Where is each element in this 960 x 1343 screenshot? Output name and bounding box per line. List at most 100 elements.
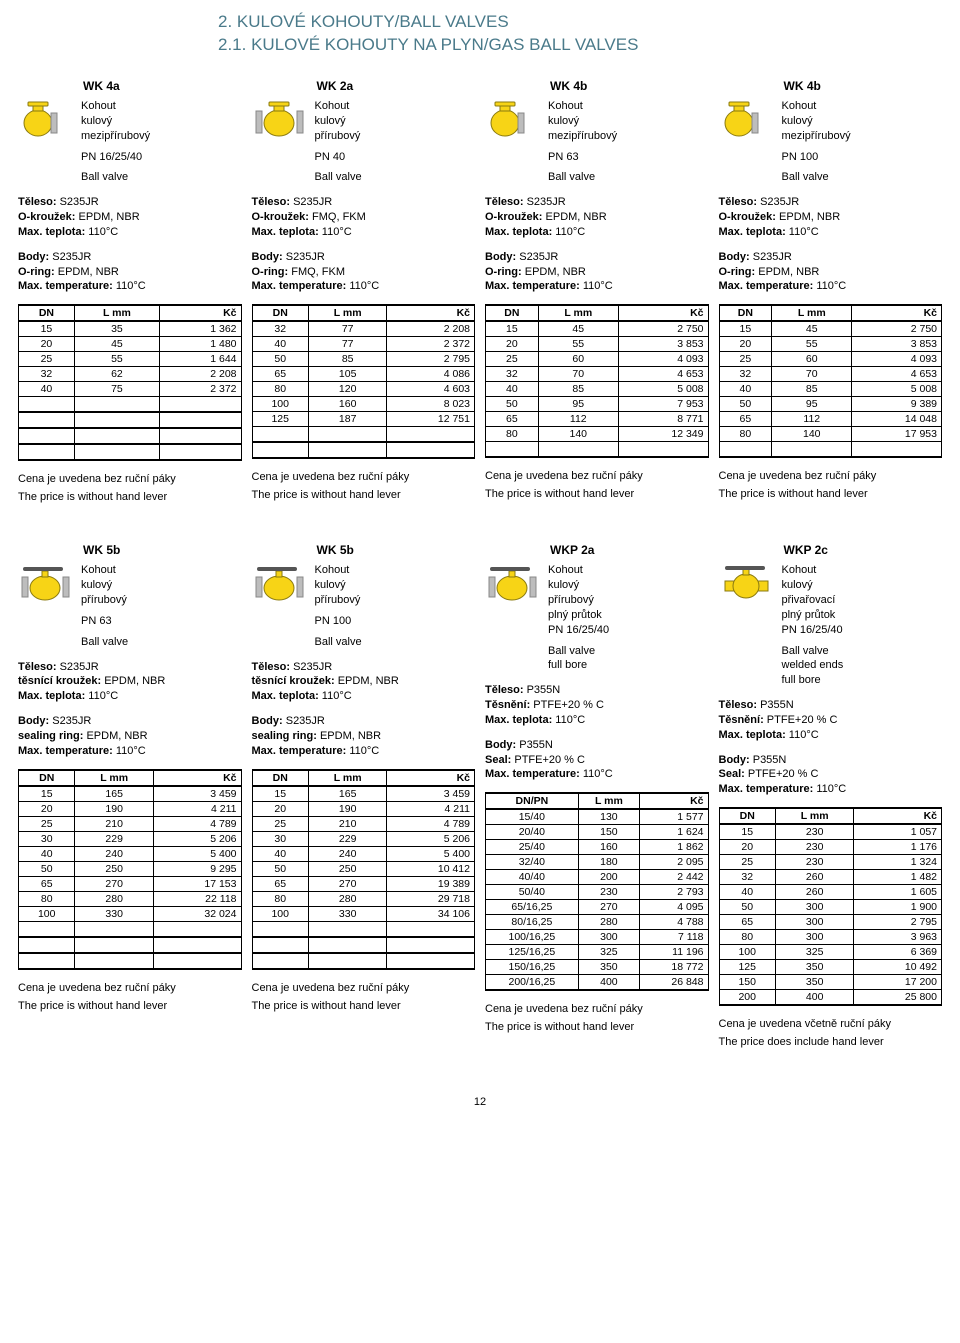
cell: 25 [252, 816, 308, 831]
table-row: 32/401802 095 [486, 855, 709, 870]
cell: 300 [578, 930, 639, 945]
cell: 160 [308, 397, 386, 412]
spec-line: Těleso: S235JR [719, 195, 943, 210]
spec-line: Max. temperature: 110°C [252, 744, 476, 759]
cell: 80/16,25 [486, 915, 579, 930]
product-desc: KohoutkulovýmezipřírubovýPN 100Ball valv… [782, 99, 851, 185]
cell: 40 [19, 846, 75, 861]
desc-line: Kohout [548, 563, 609, 578]
cell: 2 750 [852, 321, 942, 337]
cell: 12 751 [387, 412, 475, 427]
table-row [719, 442, 942, 458]
cell: 200 [719, 990, 775, 1006]
desc-line: Ball valve [782, 170, 851, 185]
table-row: 25551 644 [19, 352, 242, 367]
cell: 3 853 [618, 337, 708, 352]
cell: 350 [775, 975, 853, 990]
product-column: WK 2a KohoutkulovýpřírubovýPN 40Ball val… [252, 79, 476, 517]
price-note-en: The price is without hand lever [18, 1000, 242, 1012]
table-row: 32704 653 [719, 367, 942, 382]
spec-line: Max. temperature: 110°C [18, 279, 242, 294]
desc-line: Kohout [782, 99, 851, 114]
table-row: 152301 057 [719, 824, 942, 840]
price-note-cz: Cena je uvedena bez ruční páky [719, 470, 943, 482]
table-row: 100/16,253007 118 [486, 930, 709, 945]
table-row: 201904 211 [252, 801, 475, 816]
cell: 45 [772, 321, 852, 337]
cell: 4 086 [387, 367, 475, 382]
price-note-en: The price is without hand lever [18, 491, 242, 503]
cell: 7 118 [640, 930, 708, 945]
page-title-1: 2. KULOVÉ KOHOUTY/BALL VALVES [18, 12, 942, 32]
specs-en: Body: S235JRsealing ring: EPDM, NBRMax. … [252, 714, 476, 759]
valve-icon [719, 99, 774, 141]
cell: 5 008 [852, 382, 942, 397]
table-row: 252104 789 [19, 816, 242, 831]
cell: 20/40 [486, 825, 579, 840]
specs-cz: Těleso: P355NTěsnění: PTFE+20 % CMax. te… [719, 698, 943, 743]
price-note-en: The price is without hand lever [485, 488, 709, 500]
cell: 2 750 [618, 321, 708, 337]
desc-line: PN 16/25/40 [548, 623, 609, 638]
model-name: WKP 2c [719, 543, 943, 557]
cell: 29 718 [387, 891, 475, 906]
cell: 65/16,25 [486, 900, 579, 915]
spec-line: O-ring: EPDM, NBR [485, 265, 709, 280]
spec-line: Body: P355N [485, 738, 709, 753]
desc-line: Kohout [81, 563, 128, 578]
cell: 80 [719, 930, 775, 945]
price-table: DNL mmKč15351 36220451 48025551 64432622… [18, 304, 242, 461]
desc-line: mezipřírubový [81, 129, 150, 144]
spec-line: Max. teplota: 110°C [719, 728, 943, 743]
price-note-en: The price is without hand lever [252, 489, 476, 501]
cell: 2 372 [159, 382, 241, 397]
col-header: Kč [387, 770, 475, 786]
cell: 187 [308, 412, 386, 427]
cell: 270 [75, 876, 153, 891]
cell: 120 [308, 382, 386, 397]
table-row [252, 953, 475, 969]
table-row [486, 442, 709, 458]
table-row [19, 953, 242, 969]
cell: 40 [252, 337, 308, 352]
table-row: 6511214 048 [719, 412, 942, 427]
table-row: 10033032 024 [19, 906, 242, 921]
cell: 95 [772, 397, 852, 412]
cell: 80 [19, 891, 75, 906]
table-row: 20553 853 [719, 337, 942, 352]
cell: 5 400 [387, 846, 475, 861]
cell: 100 [719, 945, 775, 960]
cell: 400 [578, 975, 639, 991]
product-desc: KohoutkulovýpřírubovýPN 63Ball valve [81, 563, 128, 649]
cell: 4 211 [387, 801, 475, 816]
table-row: 40752 372 [19, 382, 242, 397]
table-row: 651054 086 [252, 367, 475, 382]
cell: 15/40 [486, 809, 579, 825]
specs-cz: Těleso: S235JRtěsnící kroužek: EPDM, NBR… [18, 660, 242, 705]
price-note-cz: Cena je uvedena bez ruční páky [18, 473, 242, 485]
col-header: Kč [640, 793, 708, 809]
valve-icon [485, 563, 540, 605]
table-row: 503001 900 [719, 900, 942, 915]
desc-line: kulový [548, 114, 617, 129]
desc-line: Kohout [315, 563, 362, 578]
price-table: DNL mmKč32772 20840772 37250852 79565105… [252, 304, 476, 459]
col-header: L mm [75, 770, 153, 786]
cell: 15 [486, 321, 539, 337]
desc-line: PN 100 [315, 614, 362, 629]
table-row [252, 427, 475, 443]
desc-line: PN 63 [81, 614, 128, 629]
desc-line: PN 40 [315, 150, 362, 165]
cell: 26 848 [640, 975, 708, 991]
cell: 25 [19, 816, 75, 831]
cell: 32 [719, 870, 775, 885]
price-note-en: The price is without hand lever [252, 1000, 476, 1012]
spec-line: Těsnění: PTFE+20 % C [485, 698, 709, 713]
col-header: DN [252, 305, 308, 321]
table-row: 6527019 389 [252, 876, 475, 891]
table-row: 25/401601 862 [486, 840, 709, 855]
cell: 50 [719, 397, 772, 412]
cell: 30 [19, 831, 75, 846]
cell: 1 482 [854, 870, 942, 885]
table-row [19, 444, 242, 460]
